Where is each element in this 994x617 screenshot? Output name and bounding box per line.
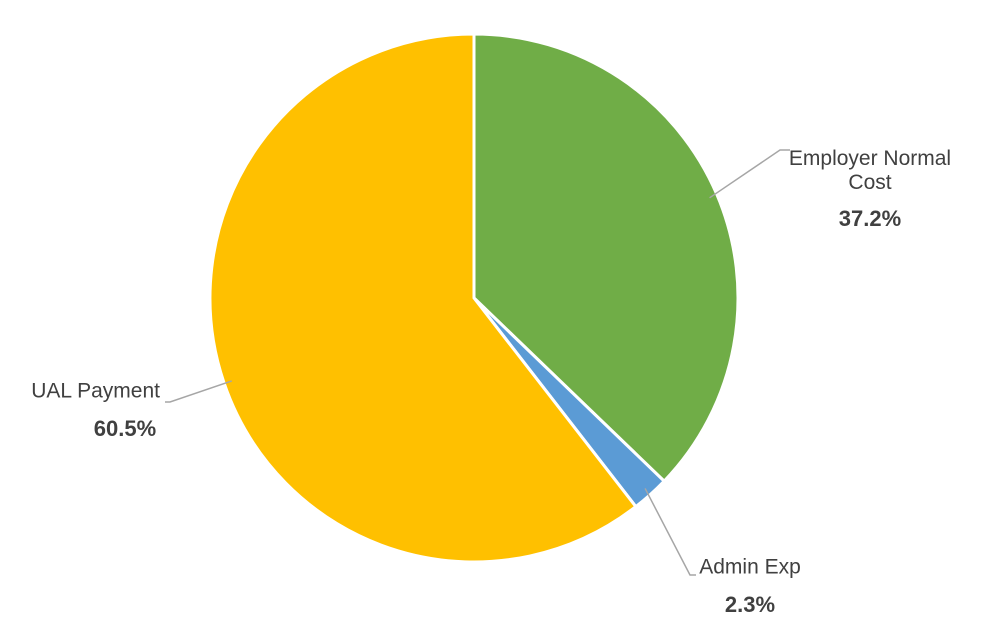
leader-line <box>644 488 696 576</box>
value-label: 2.3% <box>725 592 775 617</box>
leader-line <box>165 380 233 403</box>
leader-line <box>709 149 790 199</box>
value-label: 60.5% <box>94 416 156 441</box>
category-label: Admin Exp <box>699 556 801 579</box>
pie-slice <box>472 32 740 484</box>
category-label: UAL Payment <box>31 380 160 403</box>
category-label: Employer Normal Cost <box>789 147 951 194</box>
value-label: 37.2% <box>839 206 901 231</box>
